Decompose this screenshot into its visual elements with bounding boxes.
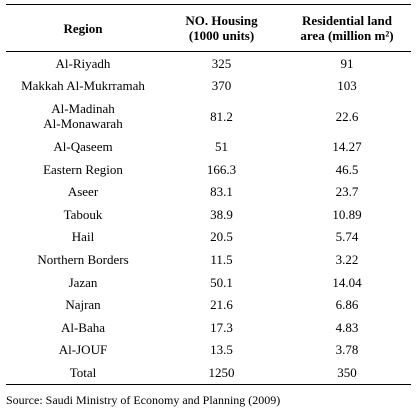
cell-region: Aseer <box>67 184 99 200</box>
cell-region: Makkah Al-Mukrramah <box>21 78 145 94</box>
table-row: Al-JOUF 13.5 3.78 <box>6 339 411 362</box>
cell-region-line1: Al-Madinah <box>51 101 115 117</box>
cell-housing: 17.3 <box>210 319 233 335</box>
cell-region: Eastern Region <box>43 161 123 177</box>
header-housing-line1: NO. Housing <box>185 13 258 28</box>
cell-region-line2: Al-Monawarah <box>43 116 123 132</box>
cell-land-area: 103 <box>337 78 357 94</box>
table-row: Northern Borders 11.5 3.22 <box>6 248 411 271</box>
table-row: Tabouk 38.9 10.89 <box>6 203 411 226</box>
header-land-line1: Residential land <box>302 13 392 28</box>
cell-region: Northern Borders <box>37 251 129 267</box>
table-header-row: Region NO. Housing (1000 units) Resident… <box>6 4 411 52</box>
table-row: Al-Madinah Al-Monawarah 81.2 22.6 <box>6 97 411 135</box>
cell-region: Jazan <box>68 274 98 290</box>
cell-housing: 83.1 <box>210 184 233 200</box>
cell-land-area: 5.74 <box>335 229 359 245</box>
cell-housing: 38.9 <box>210 206 233 222</box>
cell-region: Tabouk <box>63 206 103 222</box>
cell-land-area: 14.27 <box>332 138 362 154</box>
cell-housing: 325 <box>211 55 232 71</box>
header-land-line2: area (million m²) <box>300 28 394 43</box>
cell-housing: 50.1 <box>210 274 233 290</box>
cell-region: Al-Riyadh <box>55 55 111 71</box>
header-region-text: Region <box>63 20 103 36</box>
cell-land-area: 46.5 <box>335 161 359 177</box>
cell-land-area: 23.7 <box>335 184 359 200</box>
cell-land-area: 3.22 <box>335 251 359 267</box>
cell-land-area: 350 <box>283 361 411 385</box>
header-housing-line2: (1000 units) <box>188 28 255 43</box>
cell-housing: 1250 <box>160 361 283 385</box>
cell-housing: 81.2 <box>210 108 233 124</box>
cell-land-area: 3.78 <box>335 342 359 358</box>
source-note: Source: Saudi Ministry of Economy and Pl… <box>6 393 281 407</box>
table-row: Total 1250 350 <box>6 361 411 385</box>
table-row: Makkah Al-Mukrramah 370 103 <box>6 75 411 98</box>
cell-housing: 11.5 <box>210 251 233 267</box>
cell-region: Al-Baha <box>60 319 106 335</box>
table-row: Aseer 83.1 23.7 <box>6 180 411 203</box>
table-row: Al-Baha 17.3 4.83 <box>6 316 411 339</box>
header-land-area: Residential land area (million m²) <box>283 4 411 52</box>
housing-table: Region NO. Housing (1000 units) Resident… <box>6 4 411 385</box>
header-housing: NO. Housing (1000 units) <box>160 4 283 52</box>
cell-land-area: 10.89 <box>332 206 362 222</box>
table-body: Al-Riyadh 325 91 Makkah Al-Mukrramah 370 103 A… <box>6 52 411 385</box>
table-row: Jazan 50.1 14.04 <box>6 271 411 294</box>
header-region: Region <box>6 4 160 52</box>
cell-region: Najran <box>65 297 101 313</box>
cell-region: Al-JOUF <box>58 342 108 358</box>
table-row: Al-Riyadh 325 91 <box>6 52 411 75</box>
cell-land-area: 4.83 <box>335 319 359 335</box>
cell-land-area: 6.86 <box>335 297 359 313</box>
table-row: Hail 20.5 5.74 <box>6 226 411 249</box>
cell-land-area: 14.04 <box>332 274 362 290</box>
cell-region: Hail <box>71 229 95 245</box>
cell-land-area: 22.6 <box>335 108 359 124</box>
cell-housing: 21.6 <box>210 297 233 313</box>
cell-housing: 51 <box>215 138 228 154</box>
table-row: Al-Qaseem 51 14.27 <box>6 135 411 158</box>
cell-housing: 370 <box>211 78 232 94</box>
cell-housing: 20.5 <box>210 229 233 245</box>
cell-land-area: 91 <box>340 55 354 71</box>
cell-housing: 166.3 <box>206 161 237 177</box>
table-row: Eastern Region 166.3 46.5 <box>6 158 411 181</box>
cell-region: Total <box>6 361 160 385</box>
table-row: Najran 21.6 6.86 <box>6 293 411 316</box>
cell-housing: 13.5 <box>210 342 233 358</box>
cell-region: Al-Qaseem <box>53 138 113 154</box>
cell-region: Al-Madinah Al-Monawarah <box>6 97 160 135</box>
